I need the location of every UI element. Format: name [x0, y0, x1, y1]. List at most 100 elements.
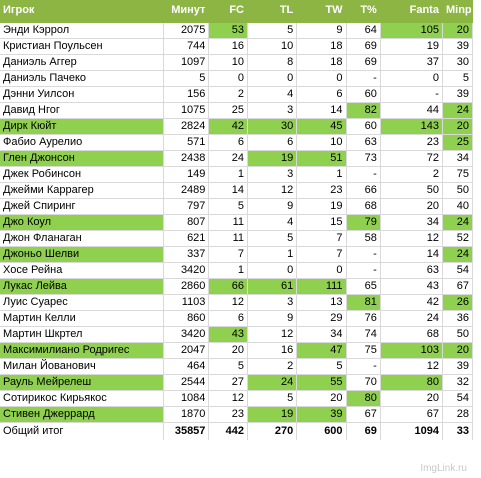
cell-tw[interactable]: 29	[296, 310, 347, 327]
cell-minutes[interactable]: 1084	[163, 390, 210, 407]
table-row[interactable]: Джоньо Шелви 337 7 1 7-14 24	[0, 246, 474, 263]
column-header-t-pct[interactable]: T%	[346, 0, 381, 23]
cell-tw[interactable]: 14	[296, 102, 347, 119]
cell-tw[interactable]: 45	[296, 118, 347, 135]
table-row[interactable]: Джон Фланаган 621 11 5 7 58 12 52	[0, 230, 474, 247]
cell-minutes[interactable]: 571	[163, 134, 210, 151]
player-name-cell[interactable]: Дэнни Уилсон	[0, 86, 165, 103]
total-fanta[interactable]: 1094	[380, 422, 443, 440]
total-label[interactable]: Общий итог	[0, 422, 165, 440]
column-header-tl[interactable]: TL	[247, 0, 298, 23]
table-row[interactable]: Луис Суарес 1103 12 3 13 81 42 26	[0, 294, 474, 311]
table-row[interactable]: Фабио Аурелио 571 6 6 10 63 23 25	[0, 134, 474, 151]
cell-tl[interactable]: 12	[247, 326, 298, 343]
total-minpf[interactable]: 33	[442, 422, 474, 440]
cell-fanta[interactable]: 43	[380, 278, 443, 295]
table-row[interactable]: Максимилиано Родригес 2047 20 16 47 75 103 20	[0, 342, 474, 359]
cell-tl[interactable]: 4	[247, 214, 298, 231]
player-name-cell[interactable]: Даниэль Пачеко	[0, 70, 165, 87]
cell-fc[interactable]: 5	[208, 358, 248, 375]
cell-tw[interactable]: 13	[296, 294, 347, 311]
player-name-cell[interactable]: Луис Суарес	[0, 294, 165, 311]
cell-minpf[interactable]: 54	[442, 390, 474, 407]
cell-fc[interactable]: 16	[208, 38, 248, 55]
player-name-cell[interactable]: Глен Джонсон	[0, 150, 165, 167]
table-row[interactable]: Даниэль Аггер 1097 10 8 18 69 37 30	[0, 54, 474, 71]
cell-tl[interactable]: 61	[247, 278, 298, 295]
player-name-cell[interactable]: Джоньо Шелви	[0, 246, 165, 263]
cell-minpf[interactable]: 20	[442, 342, 474, 359]
cell-fanta[interactable]: 24	[380, 310, 443, 327]
cell-fc[interactable]: 20	[208, 342, 248, 359]
cell-minpf[interactable]: 50	[442, 182, 474, 199]
cell-t-pct[interactable]: 68	[346, 198, 381, 215]
cell-minpf[interactable]: 67	[442, 278, 474, 295]
player-name-cell[interactable]: Дирк Кюйт	[0, 118, 165, 135]
column-header-player[interactable]: Игрок	[0, 0, 165, 23]
cell-fc[interactable]: 11	[208, 230, 248, 247]
column-header-minutes[interactable]: Минут	[163, 0, 210, 23]
cell-fanta[interactable]: 143	[380, 118, 443, 135]
cell-tl[interactable]: 2	[247, 358, 298, 375]
cell-fc[interactable]: 24	[208, 150, 248, 167]
cell-minpf[interactable]: 32	[442, 374, 474, 391]
cell-tl[interactable]: 9	[247, 198, 298, 215]
total-t-pct[interactable]: 69	[346, 422, 381, 440]
total-tw[interactable]: 600	[296, 422, 347, 440]
cell-tw[interactable]: 10	[296, 134, 347, 151]
cell-t-pct[interactable]: 73	[346, 150, 381, 167]
cell-fanta[interactable]: 0	[380, 70, 443, 87]
cell-minutes[interactable]: 2489	[163, 182, 210, 199]
cell-fc[interactable]: 12	[208, 294, 248, 311]
table-row[interactable]: Рауль Мейрелеш 2544 27 24 55 70 80 32	[0, 374, 474, 391]
table-row[interactable]: Джейми Каррагер 2489 14 12 23 66 50 50	[0, 182, 474, 199]
cell-tw[interactable]: 39	[296, 406, 347, 423]
cell-minutes[interactable]: 149	[163, 166, 210, 183]
player-name-cell[interactable]: Энди Кэррол	[0, 22, 165, 39]
cell-minutes[interactable]: 1870	[163, 406, 210, 423]
cell-tw[interactable]: 0	[296, 262, 347, 279]
cell-fc[interactable]: 23	[208, 406, 248, 423]
cell-fc[interactable]: 6	[208, 134, 248, 151]
cell-minutes[interactable]: 5	[163, 70, 210, 87]
cell-tw[interactable]: 23	[296, 182, 347, 199]
cell-tw[interactable]: 1	[296, 166, 347, 183]
cell-tl[interactable]: 10	[247, 38, 298, 55]
cell-fc[interactable]: 1	[208, 262, 248, 279]
cell-fanta[interactable]: 23	[380, 134, 443, 151]
player-name-cell[interactable]: Джейми Каррагер	[0, 182, 165, 199]
cell-t-pct[interactable]: 66	[346, 182, 381, 199]
cell-tl[interactable]: 19	[247, 150, 298, 167]
cell-t-pct[interactable]: -	[346, 246, 381, 263]
column-header-fc[interactable]: FC	[208, 0, 248, 23]
column-header-fanta[interactable]: Fanta	[380, 0, 443, 23]
cell-fc[interactable]: 14	[208, 182, 248, 199]
cell-minutes[interactable]: 337	[163, 246, 210, 263]
cell-fanta[interactable]: 44	[380, 102, 443, 119]
table-row[interactable]: Дэнни Уилсон 156 2 4 6 60-39	[0, 86, 474, 103]
cell-fanta[interactable]: 80	[380, 374, 443, 391]
total-row[interactable]: Общий итог 35857 442 270 600 69 1094 33	[0, 422, 474, 440]
cell-tw[interactable]: 0	[296, 70, 347, 87]
table-row[interactable]: Мартин Шкртел 3420 43 12 34 74 68 50	[0, 326, 474, 343]
cell-t-pct[interactable]: 65	[346, 278, 381, 295]
cell-fc[interactable]: 2	[208, 86, 248, 103]
cell-fc[interactable]: 7	[208, 246, 248, 263]
player-name-cell[interactable]: Даниэль Аггер	[0, 54, 165, 71]
cell-tl[interactable]: 0	[247, 262, 298, 279]
table-row[interactable]: Лукас Лейва 2860 66 61 111 65 43 67	[0, 278, 474, 295]
cell-tw[interactable]: 34	[296, 326, 347, 343]
cell-tl[interactable]: 5	[247, 230, 298, 247]
cell-fanta[interactable]: 67	[380, 406, 443, 423]
cell-minpf[interactable]: 39	[442, 38, 474, 55]
table-row[interactable]: Кристиан Поульсен 744 16 10 18 69 19 39	[0, 38, 474, 55]
cell-minutes[interactable]: 156	[163, 86, 210, 103]
cell-tw[interactable]: 9	[296, 22, 347, 39]
cell-tl[interactable]: 1	[247, 246, 298, 263]
cell-minpf[interactable]: 39	[442, 86, 474, 103]
cell-t-pct[interactable]: 60	[346, 86, 381, 103]
cell-fc[interactable]: 10	[208, 54, 248, 71]
cell-tw[interactable]: 7	[296, 230, 347, 247]
cell-fanta[interactable]: 12	[380, 358, 443, 375]
cell-minpf[interactable]: 24	[442, 214, 474, 231]
